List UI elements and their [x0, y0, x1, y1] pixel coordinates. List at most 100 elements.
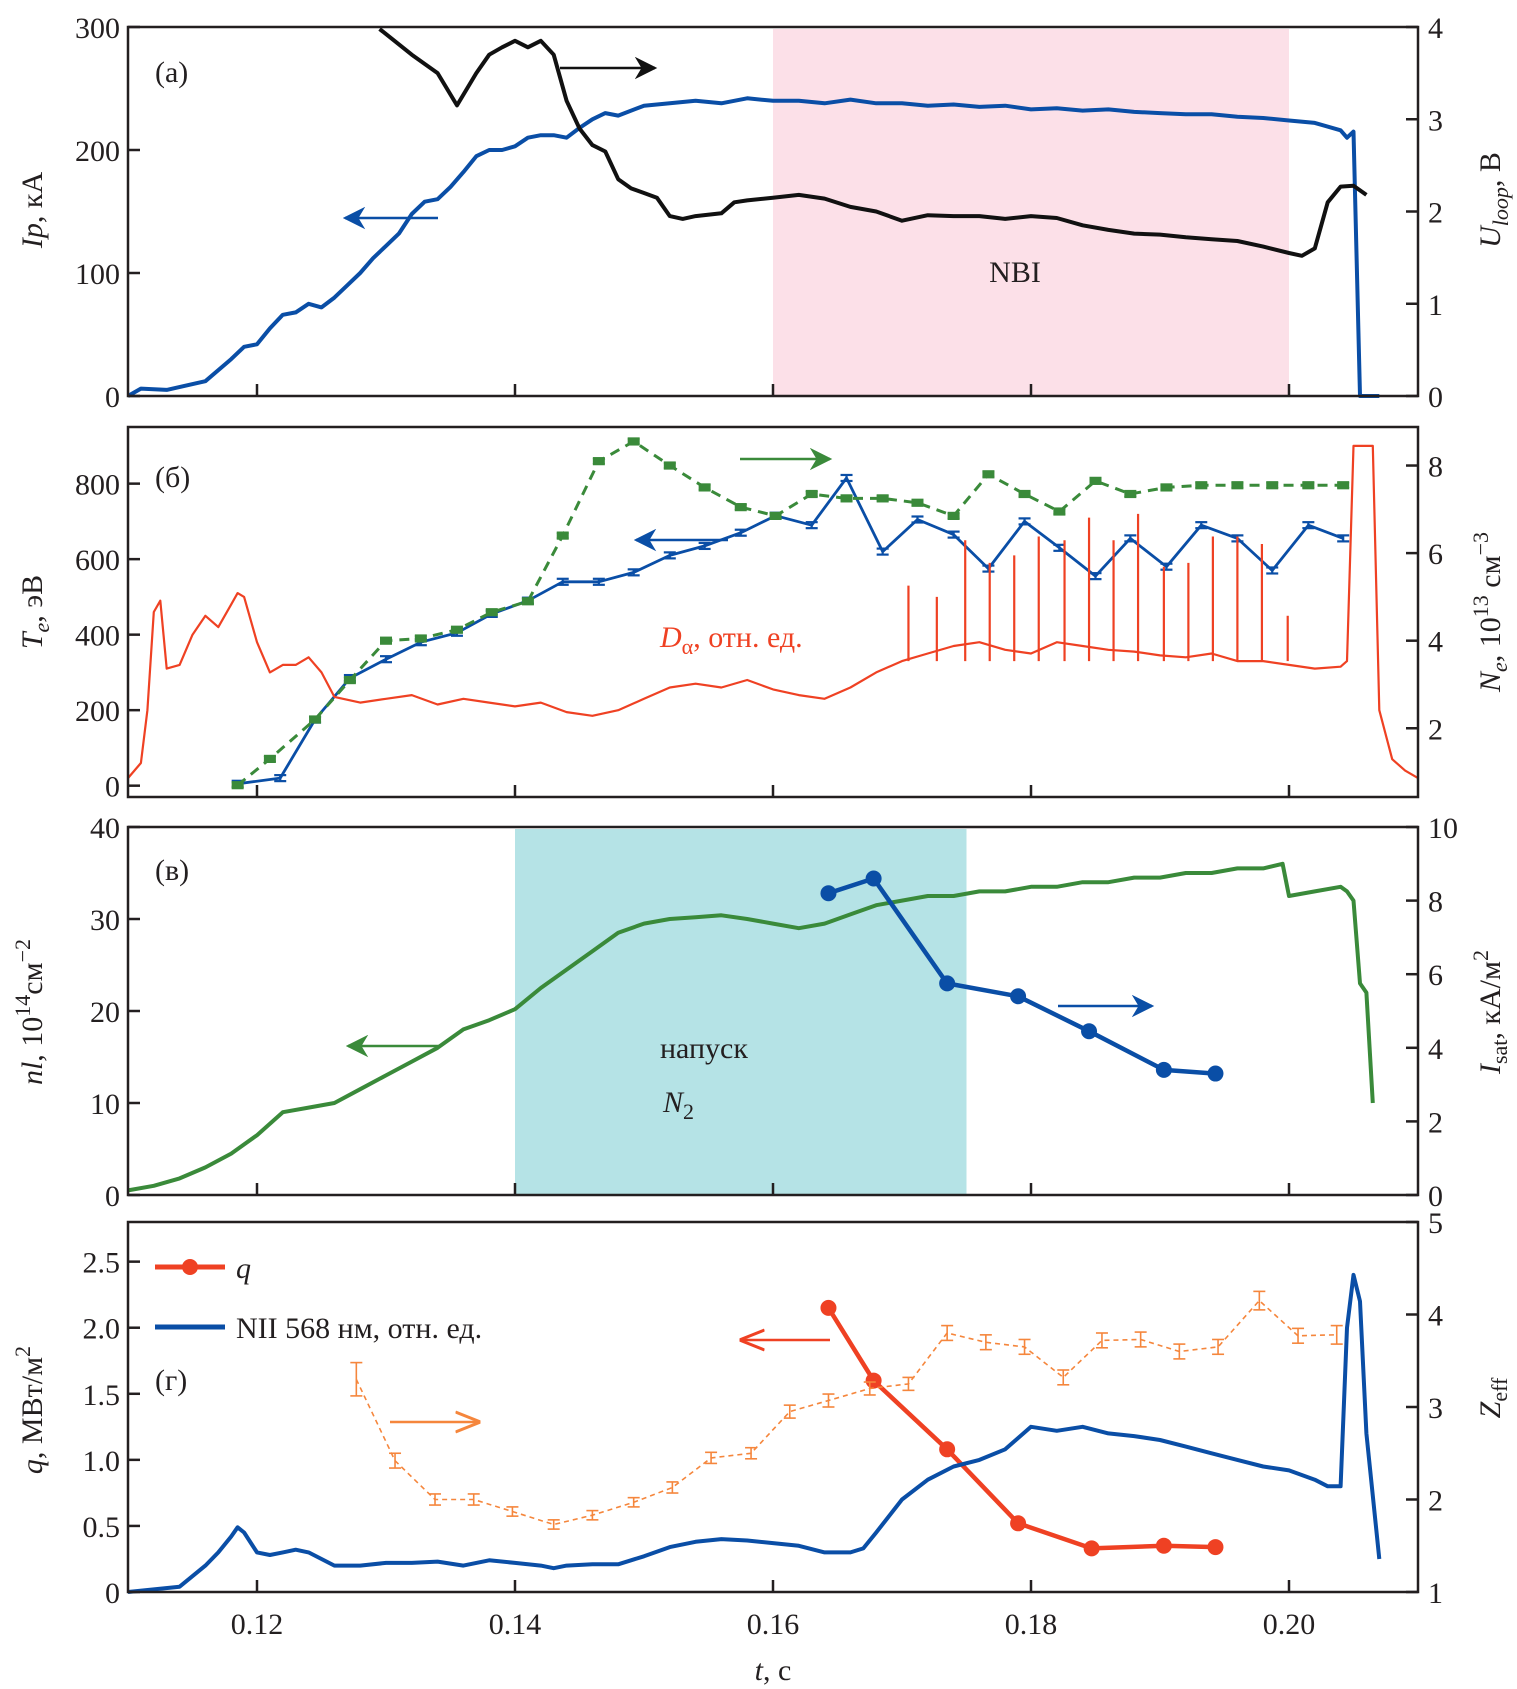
zeff-errorbar: [586, 1509, 599, 1521]
panel-d-label: (г): [155, 1364, 187, 1397]
te-errorbar: [1266, 566, 1279, 575]
te-errorbar: [1089, 572, 1102, 581]
ne-point: [1089, 477, 1102, 484]
zeff-errorbar: [1095, 1332, 1108, 1349]
zeff-errorbar: [783, 1404, 796, 1419]
ne-errorbar: [1018, 489, 1031, 499]
te-errorbar: [1337, 534, 1350, 543]
nl-axis-label-unit: , 10: [16, 1017, 49, 1062]
y-left-tick-label: 40: [90, 812, 120, 845]
y-right-tick-label: 5: [1428, 1207, 1443, 1240]
zeff-errorbar: [1018, 1338, 1031, 1356]
y-right-tick-label: 0: [1428, 381, 1443, 414]
zeff-errorbar: [902, 1376, 915, 1392]
isat-point: [1207, 1065, 1224, 1082]
zeff-errorbar: [1057, 1369, 1070, 1386]
q-point: [820, 1299, 837, 1316]
y-left-tick-label: 300: [75, 12, 120, 45]
y-right-tick-label: 2: [1428, 1106, 1443, 1139]
y-right-tick-label: 3: [1428, 1392, 1443, 1425]
panel-a-ticks: 0 100 200 300 0 1 2 3 4: [75, 12, 1443, 414]
y-left-tick-label: 0: [105, 1577, 120, 1610]
d-alpha-rest: , отн. ед.: [693, 621, 802, 654]
zeff-axis-label: Zeff: [1474, 1377, 1512, 1418]
te-errorbar: [1160, 562, 1173, 571]
y-left-tick-label: 2.5: [83, 1247, 121, 1280]
te-axis-label-unit: , эВ: [16, 575, 49, 623]
ne-axis-label-sub: e: [1487, 662, 1512, 672]
d-alpha-sub: α: [682, 634, 694, 659]
n2-label-main: N: [662, 1086, 685, 1119]
ip-axis-label: Ip, кА: [16, 172, 49, 250]
ne-point: [1160, 484, 1173, 491]
q-axis-label-unit: , МВт/м: [16, 1357, 49, 1459]
zeff-axis-label-main: Z: [1474, 1401, 1507, 1418]
y-left-tick-label: 200: [75, 695, 120, 728]
ne-point: [1231, 482, 1244, 489]
isat-axis-label-sub: sat: [1487, 1040, 1512, 1064]
x-tick-label: 0.16: [747, 1608, 800, 1641]
ne-errorbar: [627, 437, 640, 446]
ne-point: [1302, 482, 1315, 489]
isat-point: [820, 885, 837, 902]
ne-errorbar: [1053, 507, 1066, 516]
ne-point: [698, 484, 711, 491]
panel-d-frame: [126, 1220, 1420, 1594]
ne-errorbar: [450, 625, 463, 634]
uloop-axis-label-sub: loop: [1488, 187, 1513, 226]
ip-axis-label-main: Ip: [16, 223, 49, 249]
zeff-errorbar: [1173, 1343, 1186, 1360]
ne-point: [380, 637, 392, 644]
y-right-tick-label: 4: [1428, 1033, 1443, 1066]
zeff-axis-label-sub: eff: [1487, 1377, 1512, 1402]
ne-errorbar: [698, 483, 711, 492]
isat-axis-label-unit: , кА/м: [1474, 961, 1507, 1040]
ne-point: [231, 782, 244, 789]
te-errorbar: [1053, 543, 1066, 552]
ne-errorbar: [769, 511, 782, 520]
ne-errorbar: [521, 597, 534, 606]
panel-c-ticks: 0 10 20 30 40 0 2 4 6 8 10: [90, 812, 1458, 1213]
ne-errorbar: [414, 634, 427, 643]
y-left-tick-label: 100: [75, 258, 120, 291]
isat-point: [939, 975, 956, 992]
ne-errorbar: [876, 494, 889, 503]
nii-568--series-line: [127, 1272, 1382, 1594]
y-left-tick-label: 0: [105, 771, 120, 804]
ne-errorbar: [911, 498, 924, 507]
zeff-errorbar: [1212, 1338, 1225, 1356]
y-right-tick-label: 6: [1428, 538, 1443, 571]
ne-point: [1266, 482, 1279, 489]
q-point: [1155, 1537, 1172, 1554]
panel-d: 0.12 0.14 0.16 0.18 0.20 0 0.5 1.0 1.5 2.0 2.5 1 2 3 4…: [10, 1207, 1512, 1687]
ne-point: [876, 495, 889, 502]
panel-b-ticks: 0 200 400 600 800 2 4 6 8: [75, 451, 1443, 804]
zeff-errorbar: [389, 1452, 402, 1469]
y-left-tick-label: 600: [75, 544, 120, 577]
time-axis-label: t, с: [755, 1654, 792, 1687]
ne-point: [1053, 508, 1066, 515]
ne-point: [1018, 490, 1031, 497]
ne-point: [840, 495, 853, 502]
ne-point: [627, 438, 640, 445]
isat-point: [1081, 1023, 1098, 1040]
nl-axis-label-sup: 14: [10, 995, 35, 1017]
zeff-errorbar: [627, 1496, 640, 1508]
y-right-tick-label: 8: [1428, 451, 1443, 484]
panel-a-plot-area: [127, 27, 1380, 398]
panel-c-label: (в): [155, 854, 189, 887]
ne-axis-label-sup2: −3: [1468, 532, 1493, 555]
ne-point: [263, 755, 276, 762]
te-errorbar: [274, 774, 287, 783]
ne-errorbar: [380, 636, 392, 645]
legend-q-marker: [182, 1259, 198, 1275]
ne-point: [1124, 490, 1137, 497]
zeff-errorbar: [979, 1334, 992, 1351]
ne-errorbar: [343, 675, 356, 685]
nl-axis-label: nl, 1014см−2: [10, 939, 49, 1085]
y-left-tick-label: 0: [105, 1180, 120, 1213]
ne-point: [663, 462, 676, 469]
isat-point: [1010, 988, 1027, 1005]
